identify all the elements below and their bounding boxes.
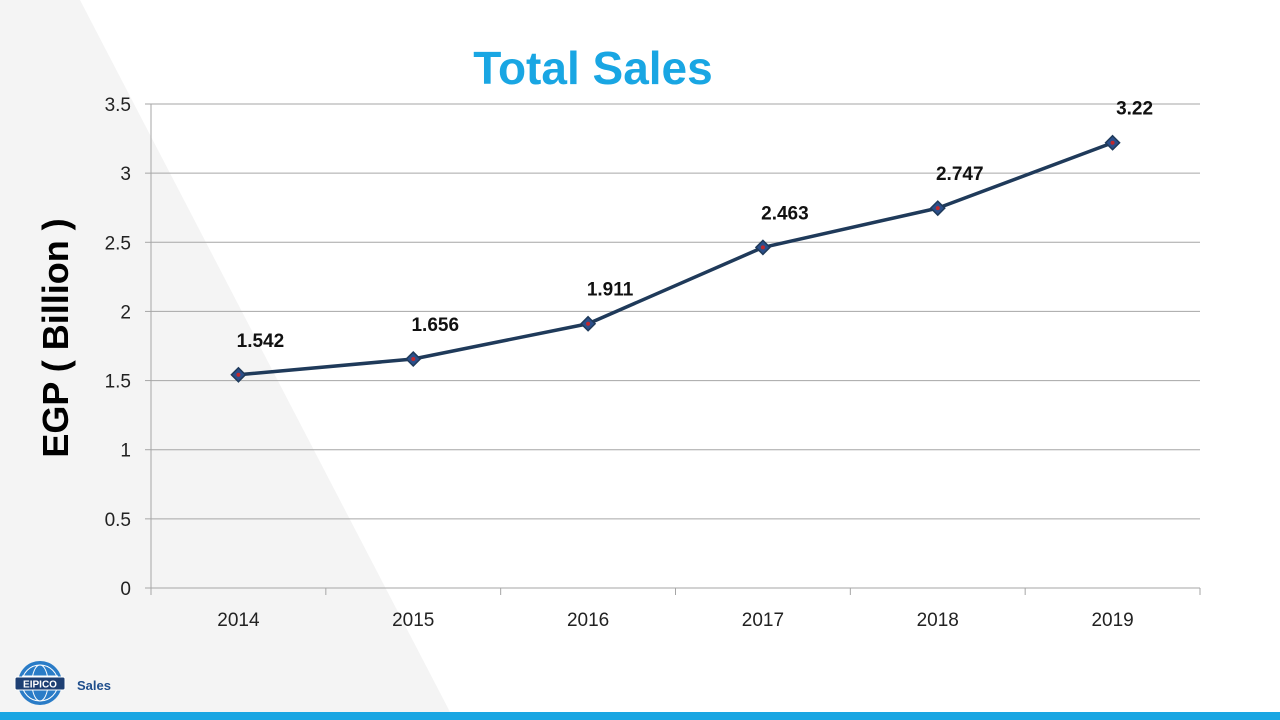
- logo-text: EIPICO: [23, 680, 57, 691]
- data-label: 2.463: [761, 203, 809, 224]
- footer-accent-bar: [0, 712, 1280, 720]
- x-tick-label: 2019: [1091, 610, 1133, 631]
- data-label: 2.747: [936, 164, 984, 185]
- y-tick-label: 3.5: [105, 95, 131, 116]
- chart-title: Total Sales: [473, 42, 713, 94]
- y-tick-label: 2.5: [105, 233, 131, 254]
- y-tick-label: 1: [120, 441, 131, 462]
- series-line: [238, 141, 1114, 377]
- globe-logo-icon: EIPICO: [14, 661, 66, 705]
- y-tick-label: 1.5: [105, 372, 131, 393]
- footer-section-label: Sales: [77, 678, 111, 693]
- data-label: 1.542: [237, 331, 285, 352]
- data-point-dot: [236, 372, 241, 377]
- y-tick-label: 0.5: [105, 510, 131, 531]
- x-tick-label: 2016: [567, 610, 609, 631]
- y-tick-label: 3: [120, 164, 131, 185]
- data-label: 1.656: [411, 315, 459, 336]
- data-point-dot: [411, 356, 416, 361]
- data-point-dot: [1110, 140, 1115, 145]
- data-label: 1.911: [587, 280, 634, 301]
- x-tick-label: 2018: [917, 610, 959, 631]
- data-label: 3.22: [1116, 99, 1153, 120]
- x-tick-label: 2017: [742, 610, 784, 631]
- x-tick-label: 2014: [217, 610, 260, 631]
- data-point-dot: [760, 245, 765, 250]
- y-tick-label: 0: [120, 579, 131, 600]
- y-tick-label: 2: [120, 302, 131, 323]
- x-tick-label: 2015: [392, 610, 434, 631]
- data-point-dot: [935, 206, 940, 211]
- data-point-dot: [586, 321, 591, 326]
